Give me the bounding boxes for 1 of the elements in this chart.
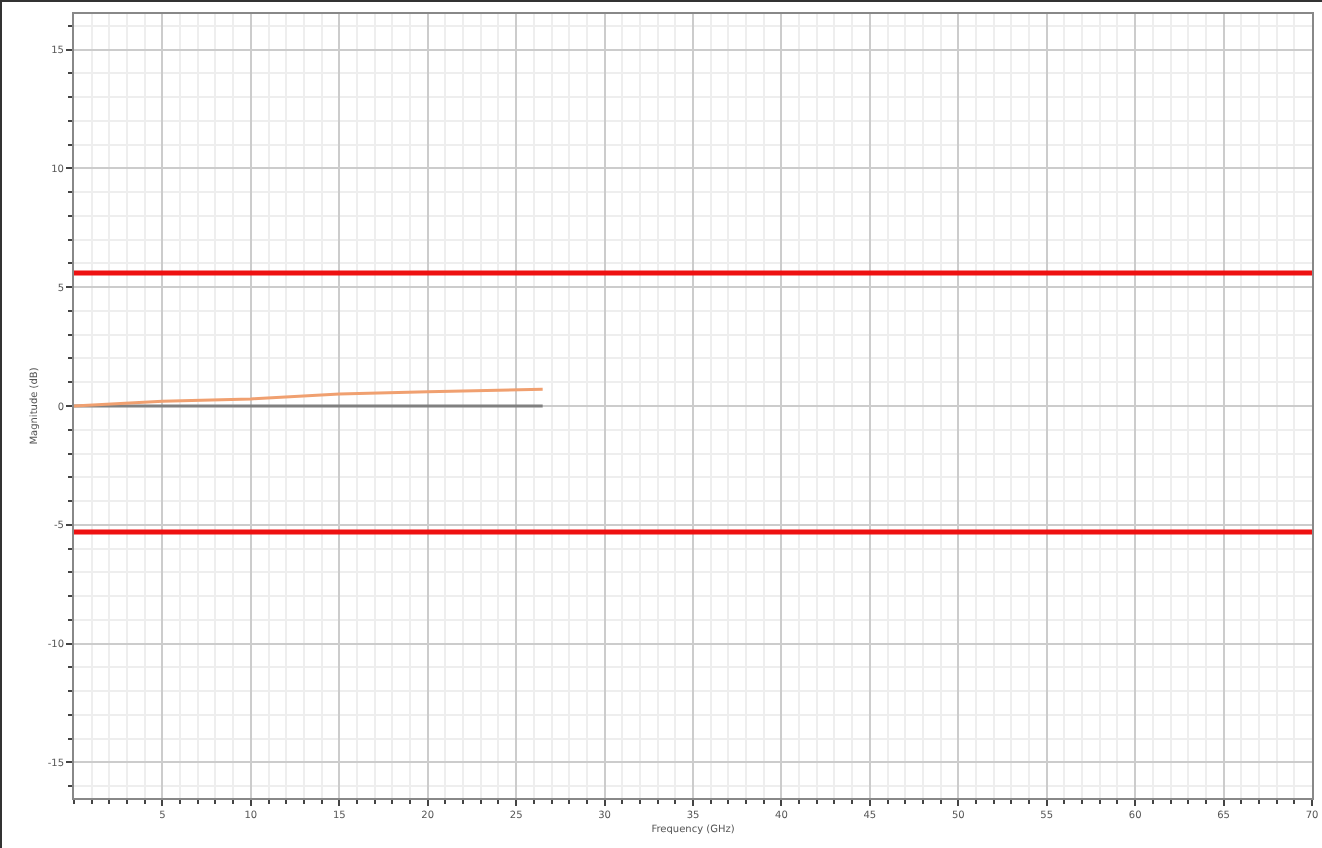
line-series — [74, 387, 545, 408]
